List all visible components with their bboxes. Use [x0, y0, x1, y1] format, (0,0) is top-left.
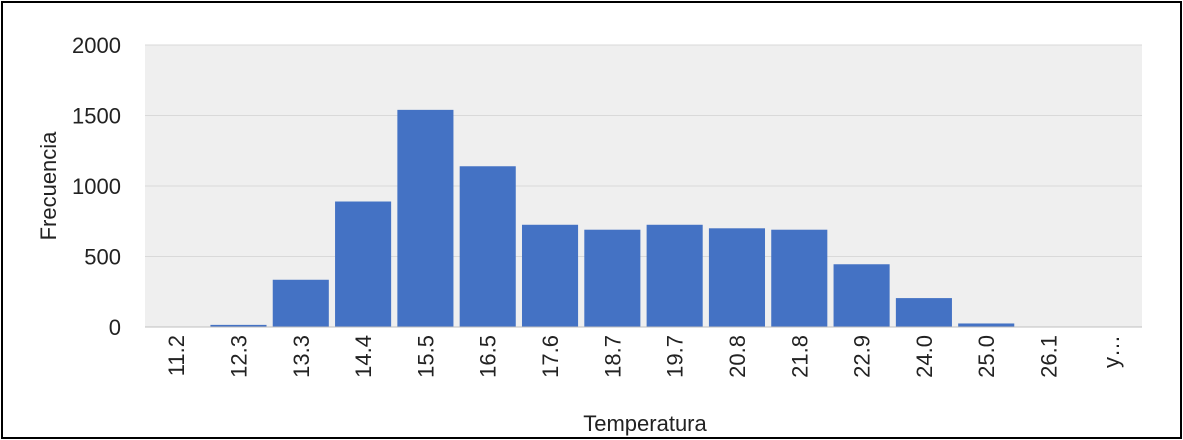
y-tick-label: 2000	[72, 33, 121, 58]
bar	[397, 109, 454, 327]
x-tick-label: 15.5	[413, 335, 438, 378]
bar	[521, 224, 579, 327]
histogram-chart: 0 500 1000 1500 2000 11.2 12.3 13.3 14.4 15.5 16.…	[36, 33, 1142, 436]
x-tick-label: 22.9	[850, 335, 875, 378]
gridlines	[145, 44, 1142, 257]
y-tick-label: 1000	[72, 174, 121, 199]
bars	[210, 109, 1015, 327]
bar	[459, 166, 516, 327]
x-tick-label: 18.7	[600, 335, 625, 378]
y-tick-label: 500	[84, 245, 121, 270]
bar	[708, 228, 766, 327]
y-axis-ticks: 0 500 1000 1500 2000	[72, 33, 121, 340]
x-tick-label: 25.0	[974, 335, 999, 378]
x-tick-label: 11.2	[164, 335, 189, 376]
bar	[833, 264, 890, 327]
bar	[958, 323, 1015, 327]
x-tick-label: 16.5	[476, 335, 501, 378]
x-tick-label: 21.8	[787, 335, 812, 378]
x-tick-label: 14.4	[351, 335, 376, 378]
x-tick-label: 12.3	[226, 335, 251, 378]
x-tick-label: 26.1	[1037, 335, 1062, 378]
y-axis-title: Frecuencia	[36, 131, 61, 241]
x-tick-label: 20.8	[725, 335, 750, 378]
bar	[584, 229, 641, 327]
bar	[272, 279, 329, 327]
bar	[771, 229, 828, 327]
x-tick-label: y…	[1099, 335, 1124, 368]
bar	[210, 324, 267, 327]
y-tick-label: 1500	[72, 104, 121, 129]
y-tick-label: 0	[109, 315, 121, 340]
bar	[895, 298, 952, 327]
x-tick-label: 19.7	[663, 335, 688, 378]
x-tick-label: 17.6	[538, 335, 563, 378]
x-axis-ticks: 11.2 12.3 13.3 14.4 15.5 16.5 17.6 18.7 19.7 20.8…	[164, 335, 1124, 378]
x-axis-title: Temperatura	[583, 411, 707, 436]
x-tick-label: 24.0	[912, 335, 937, 378]
bar	[646, 224, 703, 327]
x-tick-label: 13.3	[289, 335, 314, 378]
bar	[335, 201, 392, 327]
